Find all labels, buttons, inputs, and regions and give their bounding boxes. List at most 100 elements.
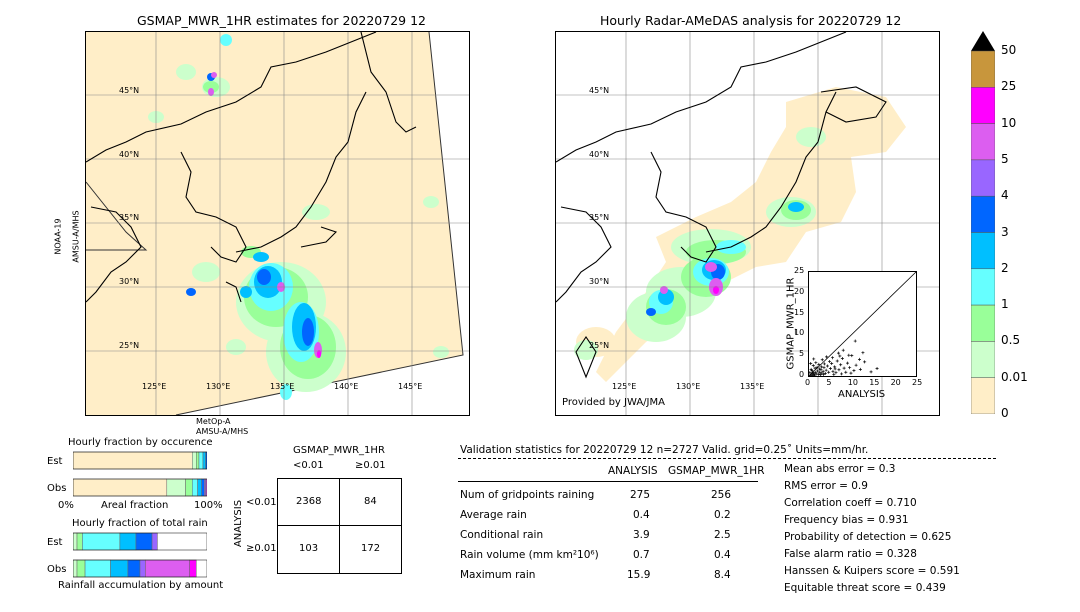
left-lat-25: 25°N: [119, 341, 140, 350]
stacked-bar-segment: [72, 478, 168, 497]
stacked-bar-segment: [127, 559, 141, 578]
stacked-bar-segment: [192, 478, 198, 497]
colorbar-swatch: [970, 123, 996, 161]
contingency-col-0: <0.01: [293, 460, 324, 471]
scatter-point: [842, 366, 846, 370]
contingency-row-0: <0.01: [246, 497, 277, 508]
colorbar-swatch: [970, 232, 996, 270]
scatter-svg: [808, 271, 917, 378]
identity-line: [808, 271, 917, 377]
left-lat-45: 45°N: [119, 86, 140, 95]
stacked-bar-segment: [189, 559, 197, 578]
scatter-point: [810, 369, 814, 373]
scatter-point: [813, 366, 817, 370]
stacked-bar-segment: [145, 559, 190, 578]
stacked-bar-segment: [110, 559, 129, 578]
stacked-bar-segment: [151, 532, 158, 551]
val-row-0-g: 256: [711, 489, 732, 501]
score-2: Correlation coeff = 0.710: [784, 497, 917, 509]
contingency-grid: [277, 478, 402, 574]
stacked-bar-segment: [192, 451, 197, 470]
left-lon-125: 125°E: [142, 382, 167, 391]
val-row-4-a: 15.9: [627, 569, 651, 581]
colorbar-label: 2: [1001, 260, 1009, 275]
scatter-point: [825, 364, 829, 368]
satellite-label-bottom-2: AMSU-A/MHS: [196, 427, 249, 436]
scatter-point: [833, 365, 837, 369]
scatter-x-tick: 5: [826, 378, 832, 387]
colorbar-svg: [970, 31, 996, 415]
val-row-4-g: 8.4: [714, 569, 731, 581]
left-lat-40: 40°N: [119, 150, 140, 159]
scatter-point: [818, 370, 822, 374]
scatter-point: [858, 367, 862, 371]
score-0: Mean abs error = 0.3: [784, 463, 896, 475]
colorbar-swatch: [970, 341, 996, 378]
satellite-label-bottom-1: MetOp-A: [196, 417, 231, 426]
contingency-cell-1-1: 172: [361, 543, 381, 554]
scatter-x-tick: 15: [869, 378, 880, 387]
contingency-title: GSMAP_MWR_1HR: [293, 445, 385, 456]
stacked-bar-segment: [72, 559, 78, 578]
scatter-point: [822, 362, 826, 366]
scatter-point: [849, 371, 853, 375]
rain-chart-svg: [72, 532, 208, 578]
satellite-label-left-1: NOAA-19: [53, 218, 63, 255]
scatter-point: [840, 372, 844, 376]
contingency-row-1: ≥0.01: [246, 543, 277, 554]
scatter-point: [809, 362, 813, 366]
right-lat-45: 45°N: [589, 86, 610, 95]
occurrence-obs-label: Obs: [47, 483, 67, 494]
scatter-point: [817, 367, 821, 371]
contingency-cell-0-1: 84: [364, 496, 377, 507]
left-lon-135: 135°E: [270, 382, 295, 391]
colorbar-label: 0: [1001, 406, 1009, 420]
scatter-y-tick: 20: [794, 286, 805, 296]
scatter-point: [828, 359, 832, 363]
colorbar-swatch: [970, 268, 996, 306]
scatter-y-tick: 15: [794, 307, 805, 317]
scatter-point: [835, 359, 839, 363]
stacked-bar-segment: [76, 532, 83, 551]
right-map-title: Hourly Radar-AMeDAS analysis for 2022072…: [600, 13, 902, 28]
scatter-point: [863, 360, 867, 364]
stacked-bar-segment: [82, 532, 121, 551]
scatter-point: [827, 370, 831, 374]
left-lat-35: 35°N: [119, 213, 140, 222]
score-3: Frequency bias = 0.931: [784, 514, 909, 526]
scatter-point: [830, 362, 834, 366]
scatter-point: [811, 370, 815, 374]
total-rain-chart: [72, 531, 208, 579]
occurrence-xlabel: Areal fraction: [101, 500, 169, 511]
scatter-point: [811, 364, 815, 368]
scatter-y-tick: 10: [794, 328, 805, 338]
occurrence-xtick-right: 100%: [194, 500, 223, 511]
colorbar-swatch: [970, 377, 996, 415]
scatter-point: [840, 357, 844, 361]
scatter-point: [825, 355, 829, 359]
left-lon-130: 130°E: [206, 382, 231, 391]
colorbar-label: 0.5: [1001, 333, 1021, 348]
left-map-rain-field: [86, 32, 469, 415]
scatter-point: [820, 358, 824, 362]
occurrence-title: Hourly fraction by occurence: [68, 437, 213, 448]
left-map: [85, 31, 470, 416]
stacked-bar-segment: [185, 478, 193, 497]
scatter-y-label: GSMAP_MWR_1HR: [785, 277, 797, 370]
scatter-point: [820, 371, 824, 375]
stacked-bar-segment: [197, 478, 202, 497]
colorbar-label: 25: [1001, 79, 1017, 94]
val-row-1-a: 0.4: [633, 509, 650, 521]
scatter-point: [808, 371, 812, 375]
val-row-0-label: Num of gridpoints raining: [460, 489, 595, 501]
total-rain-xlabel: Rainfall accumulation by amount: [58, 580, 224, 591]
stacked-bar-segment: [166, 478, 186, 497]
scatter-point: [817, 362, 821, 366]
stacked-bar-segment: [76, 559, 86, 578]
score-7: Equitable threat score = 0.439: [784, 582, 946, 594]
scatter-point: [816, 369, 820, 373]
scatter-point: [852, 369, 856, 373]
validation-header-rule: [458, 458, 996, 459]
val-row-1-label: Average rain: [460, 509, 527, 521]
stacked-bar-segment: [72, 532, 78, 551]
